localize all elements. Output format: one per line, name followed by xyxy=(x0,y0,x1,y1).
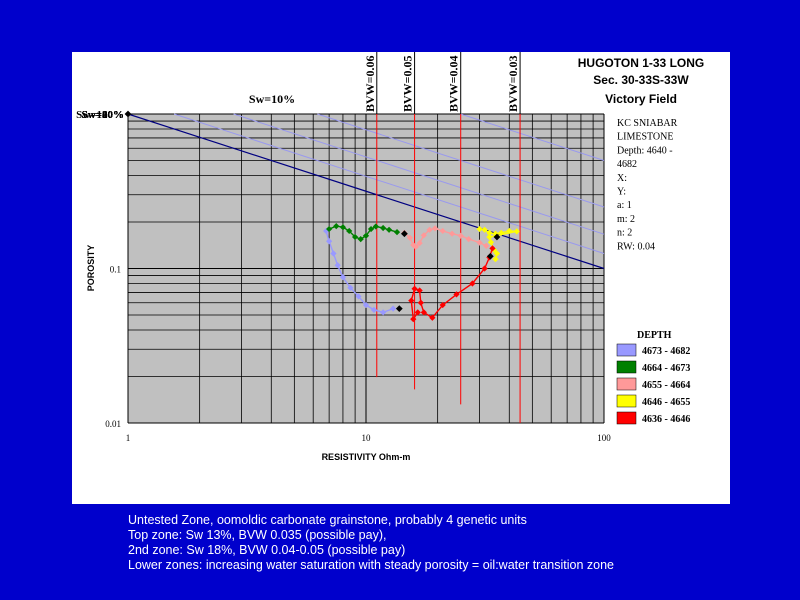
data-point xyxy=(420,309,427,316)
data-point xyxy=(410,316,417,323)
chart-title-line: Sec. 30-33S-33W xyxy=(593,73,689,87)
data-point xyxy=(411,285,418,292)
x-axis-title: RESISTIVITY Ohm-m xyxy=(322,452,411,462)
sw-label: Sw=60% xyxy=(82,109,124,121)
well-info-line: X: xyxy=(617,173,627,184)
data-point-black xyxy=(401,230,408,238)
data-point-black xyxy=(486,252,494,260)
data-point xyxy=(453,291,460,298)
legend-label: 4646 - 4655 xyxy=(642,397,690,408)
caption-line: 2nd zone: Sw 18%, BVW 0.04-0.05 (possibl… xyxy=(128,543,406,557)
chart-title-line: HUGOTON 1-33 LONG xyxy=(578,56,704,70)
legend-label: 4655 - 4664 xyxy=(642,380,690,391)
x-tick-label: 10 xyxy=(362,433,372,443)
sw-line xyxy=(127,113,605,270)
bvw-label: BVW=0.03 xyxy=(506,55,520,112)
sw-label: Sw=100% xyxy=(76,109,124,121)
grid-lines xyxy=(127,113,605,424)
x-tick-label: 1 xyxy=(126,433,131,443)
legend-label: 4636 - 4646 xyxy=(642,414,690,425)
legend-label: 4673 - 4682 xyxy=(642,346,690,357)
caption-line: Untested Zone, oomoldic carbonate grains… xyxy=(128,513,527,527)
y-tick-label: 0.1 xyxy=(110,265,121,275)
chart-panel: Sw=100% Sw=80% Sw=60% Sw=40% Sw=20% Sw=10% BV… xyxy=(72,52,730,504)
data-point xyxy=(429,314,436,321)
legend-swatch xyxy=(616,343,637,357)
sw-line xyxy=(233,113,605,235)
legend-swatch xyxy=(616,411,637,425)
data-point-black xyxy=(493,233,501,241)
data-point xyxy=(379,309,387,316)
data-point xyxy=(408,297,415,304)
sw-line xyxy=(460,113,605,161)
chart-title-line: Victory Field xyxy=(605,92,677,106)
sw-label: Sw=40% xyxy=(82,109,124,121)
data-point xyxy=(362,301,370,309)
sw-label: Sw=20% xyxy=(82,109,124,121)
sw10-label: Sw=10% xyxy=(249,92,295,106)
data-point xyxy=(439,301,446,309)
y-tick-label: 0.01 xyxy=(105,419,121,429)
well-info-line: KC SNIABAR xyxy=(617,118,678,129)
data-point xyxy=(412,243,419,250)
data-point xyxy=(339,273,347,281)
well-info-line: Depth: 4640 - xyxy=(617,145,673,156)
x-tick-label: 100 xyxy=(597,433,611,443)
data-point xyxy=(370,306,378,313)
data-point xyxy=(347,284,354,291)
legend-swatch xyxy=(616,360,637,374)
y-axis-title: POROSITY xyxy=(86,245,96,292)
legend-label: 4664 - 4673 xyxy=(642,363,690,374)
data-point-black xyxy=(124,110,132,118)
well-info-line: 4682 xyxy=(617,159,637,170)
data-point xyxy=(417,299,424,306)
bvw-label: BVW=0.05 xyxy=(401,55,415,112)
well-info-line: m: 2 xyxy=(617,214,635,225)
data-point xyxy=(355,293,362,300)
data-point-black xyxy=(395,305,403,313)
data-point xyxy=(492,256,499,263)
caption-line: Top zone: Sw 13%, BVW 0.035 (possible pa… xyxy=(128,528,387,542)
legend-title: DEPTH xyxy=(637,330,672,341)
well-info-line: Y: xyxy=(617,187,626,198)
data-point xyxy=(390,305,397,312)
legend: DEPTH 4673 - 4682 4664 - 4673 4655 - 4664 46… xyxy=(616,330,690,425)
data-point xyxy=(334,262,341,269)
legend-swatch xyxy=(616,394,637,408)
legend-swatch xyxy=(616,377,637,391)
well-info-line: RW: 0.04 xyxy=(617,241,655,252)
well-info-line: LIMESTONE xyxy=(617,132,673,143)
data-point xyxy=(414,309,421,316)
data-point xyxy=(481,265,488,272)
chart-text: 1 10 100 0.1 0.01 RESISTIVITY Ohm-m POROSITY HU… xyxy=(86,56,704,462)
pickett-plot: Sw=100%Sw=80%Sw=60%Sw=40%Sw=20% Sw=10% BV… xyxy=(76,52,704,462)
bvw-label: BVW=0.04 xyxy=(447,55,461,112)
bvw-lines: BVW=0.06 BVW=0.05 BVW=0.04 BVW=0.03 xyxy=(363,52,521,423)
well-info-line: n: 2 xyxy=(617,228,632,239)
sw-label: Sw=80% xyxy=(82,109,124,121)
sw-line xyxy=(173,113,605,255)
data-point xyxy=(416,287,423,294)
bvw-label: BVW=0.06 xyxy=(363,55,377,112)
well-info-line: a: 1 xyxy=(617,200,632,211)
slide-caption: Untested Zone, oomoldic carbonate grains… xyxy=(128,513,768,573)
data-point xyxy=(469,280,476,287)
caption-line: Lower zones: increasing water saturation… xyxy=(128,558,615,572)
